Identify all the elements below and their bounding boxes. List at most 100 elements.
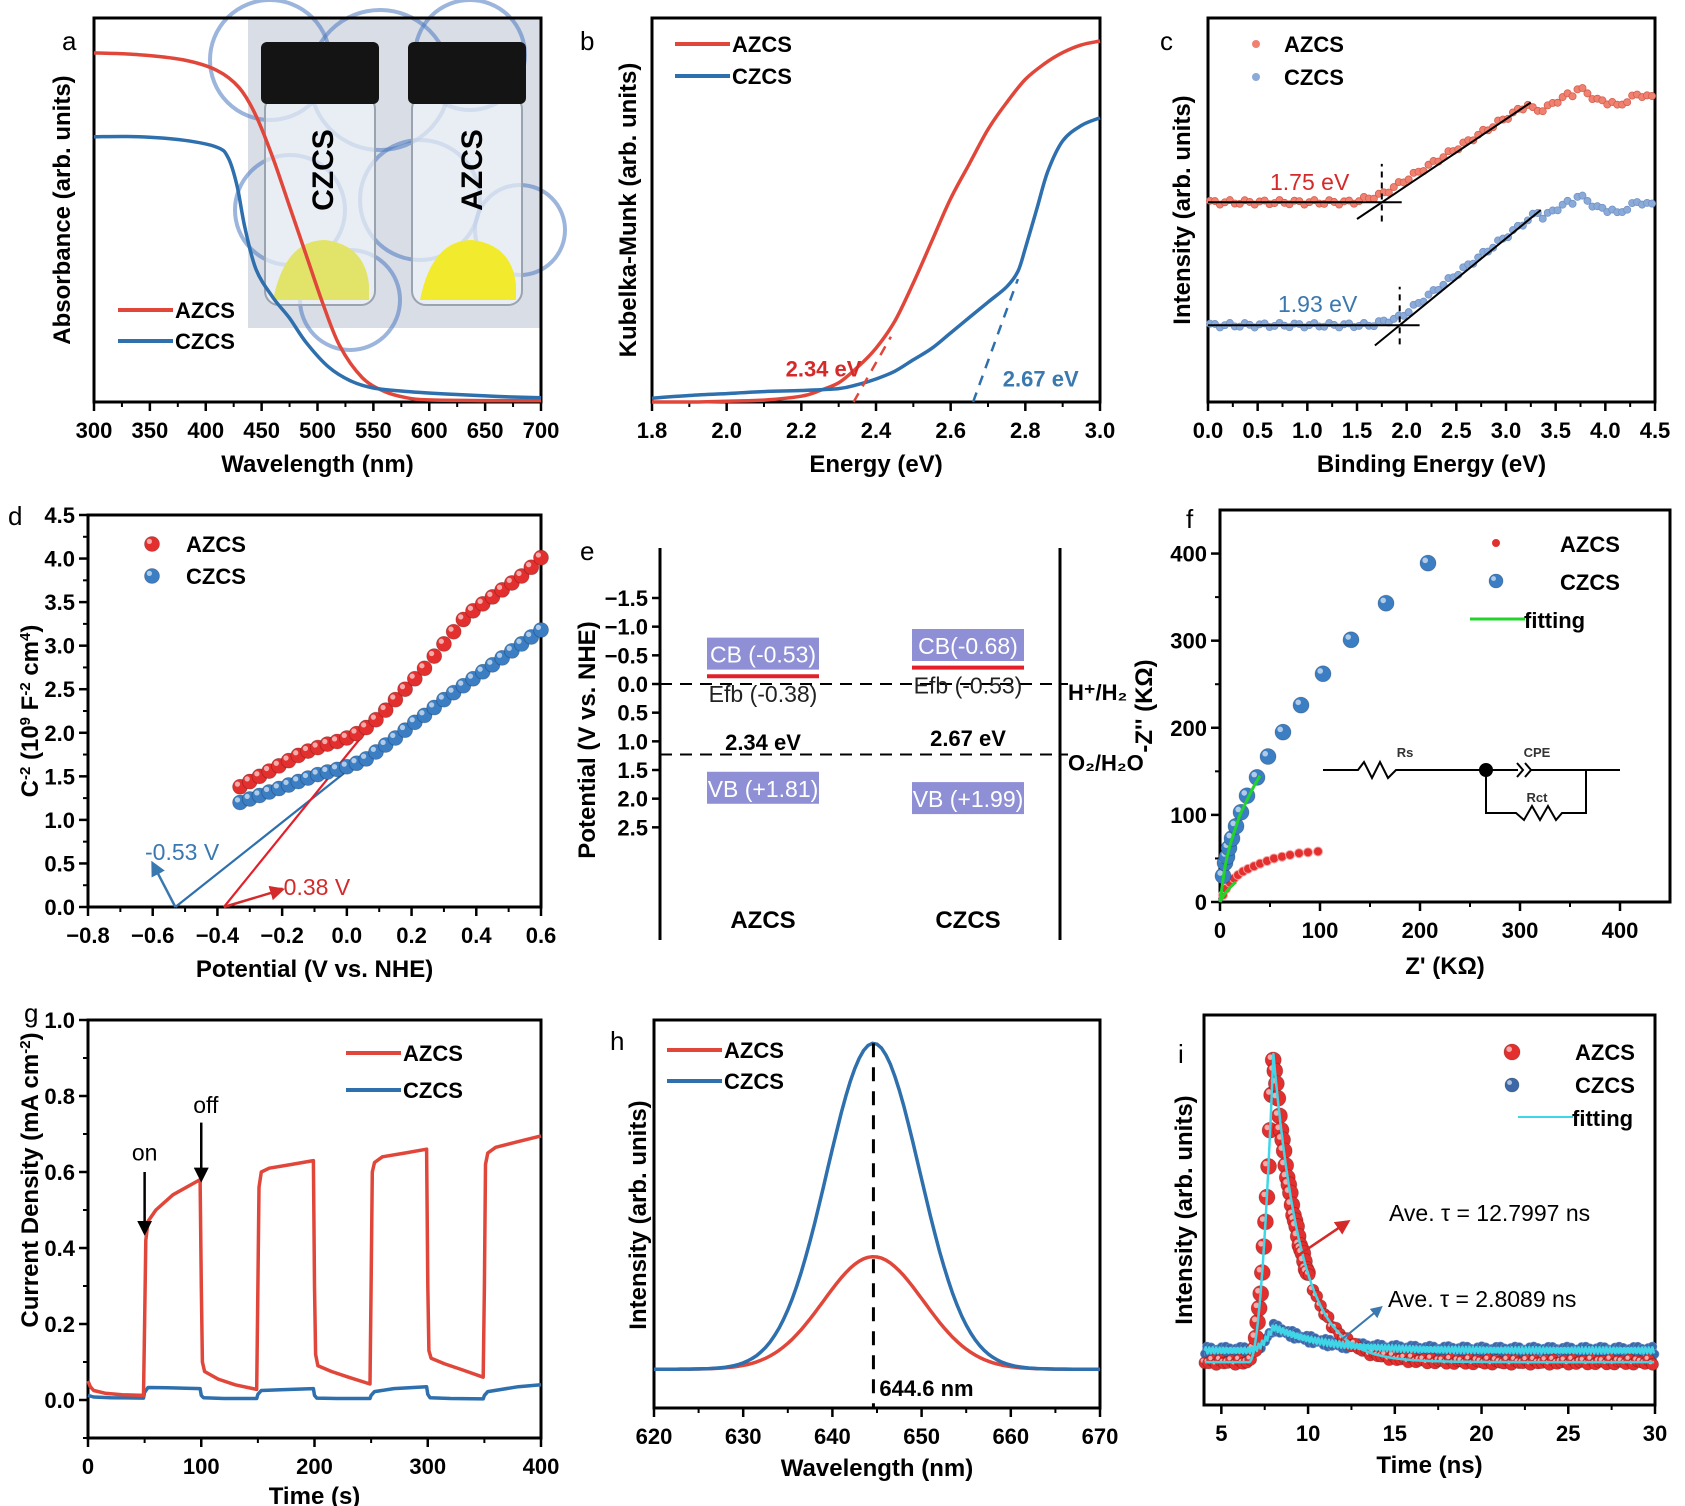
plot-frame xyxy=(1218,508,1672,904)
data-point-azcs-highlight xyxy=(1235,1355,1240,1360)
y-tick-label: −1.0 xyxy=(605,615,648,640)
y-axis-title-part: F xyxy=(17,696,44,717)
y-axis-title: Intensity (arb. units) xyxy=(625,1100,652,1329)
data-point-czcs-highlight xyxy=(361,753,367,759)
x-axis-title: Wavelength (nm) xyxy=(221,451,413,478)
x-tick-label: 2.8 xyxy=(1010,418,1041,443)
data-point-azcs-highlight xyxy=(1250,1332,1257,1338)
data-point-czcs-highlight xyxy=(302,772,309,779)
panel-letter-a: a xyxy=(62,26,77,56)
data-point-azcs xyxy=(426,648,443,665)
data-point-azcs xyxy=(416,660,433,677)
x-tick-label: 650 xyxy=(467,418,504,443)
x-tick-label: −0.2 xyxy=(260,923,303,948)
data-point-czcs-highlight xyxy=(273,783,279,789)
data-point-azcs xyxy=(1285,849,1295,860)
data-point-czcs xyxy=(1404,308,1413,317)
tangent-line xyxy=(174,765,354,908)
panel-d: −0.8 −0.6 −0.4 −0.2 0.0 0.2 0.4 0.6 0.0 0.5 1.0 1.5… xyxy=(17,503,557,983)
panel-letter-f: f xyxy=(1186,504,1194,534)
data-point-azcs-highlight xyxy=(1484,1355,1489,1360)
panel-letter-b: b xyxy=(580,26,594,56)
arrow-azcs xyxy=(1295,1220,1351,1258)
y-tick-label: 100 xyxy=(1170,803,1207,828)
x-tick-label: 30 xyxy=(1643,1421,1667,1446)
y-axis-title-part: ) xyxy=(17,625,44,633)
data-point-czcs-highlight xyxy=(341,761,347,767)
x-tick-label: 0.2 xyxy=(396,923,427,948)
y-axis-title: Absorbance (arb. units) xyxy=(49,75,76,344)
x-axis-title: Binding Energy (eV) xyxy=(1317,451,1546,478)
y-axis-title-part: 9 xyxy=(17,717,34,725)
data-point-azcs-highlight xyxy=(438,638,444,644)
data-point-czcs-highlight xyxy=(1251,771,1257,778)
data-point-azcs-highlight xyxy=(1261,1191,1267,1198)
legend-label: AZCS xyxy=(403,1041,463,1066)
data-point-czcs-highlight xyxy=(370,746,376,752)
data-point-czcs xyxy=(1648,199,1656,208)
x-tick-label: 0.6 xyxy=(526,923,557,948)
data-point-czcs xyxy=(1274,723,1292,741)
data-point-czcs-highlight xyxy=(234,797,241,803)
data-point-czcs-highlight xyxy=(535,624,541,630)
x-axis-title: Z' (KΩ) xyxy=(1405,953,1485,980)
y-axis-title-part: (10 xyxy=(17,725,44,766)
data-point-azcs-highlight xyxy=(1246,1355,1251,1360)
data-point-czcs-highlight xyxy=(1241,790,1247,796)
data-point-azcs xyxy=(1389,183,1398,192)
data-point-czcs-highlight xyxy=(263,786,270,793)
data-point-azcs-highlight xyxy=(312,742,318,748)
flatband-label-czcs: -0.53 V xyxy=(145,839,220,865)
x-tick-label: 2.0 xyxy=(711,418,742,443)
y-tick-label: 0 xyxy=(1195,890,1207,915)
y-tick-label: 1.0 xyxy=(617,729,648,754)
legend-marker xyxy=(144,568,160,584)
data-point-azcs-highlight xyxy=(1251,1316,1258,1323)
data-point-azcs-highlight xyxy=(1266,1089,1272,1095)
data-point-azcs-highlight xyxy=(1419,1355,1424,1360)
x-tick-label: 5 xyxy=(1215,1421,1227,1446)
x-tick-label: 0.5 xyxy=(1242,418,1273,443)
data-point-azcs-highlight xyxy=(1530,1355,1535,1361)
bandgap-label: 2.34 eV xyxy=(725,730,801,755)
x-tick-label: 350 xyxy=(132,418,169,443)
y-tick-label: −1.5 xyxy=(605,586,648,611)
data-point-czcs-highlight xyxy=(380,739,386,745)
data-point-azcs-highlight xyxy=(1388,1351,1394,1356)
y-tick-label: 1.0 xyxy=(44,808,75,833)
data-point-czcs-highlight xyxy=(1380,597,1386,604)
x-tick-label: 400 xyxy=(523,1454,560,1479)
y-axis-title: Intensity (arb. units) xyxy=(1169,95,1196,324)
data-point-czcs-highlight xyxy=(1422,557,1428,564)
y-axis-title: Current Density (mA cm-2) xyxy=(17,1032,45,1327)
data-point-azcs-highlight xyxy=(1541,1356,1546,1361)
x-tick-label: −0.8 xyxy=(66,923,109,948)
y-tick-label: 0.4 xyxy=(44,1236,75,1261)
legend-label: CZCS xyxy=(1284,65,1344,90)
y-tick-label: 4.0 xyxy=(44,547,75,572)
y-tick-label: 0.0 xyxy=(44,1388,75,1413)
data-point-azcs-highlight xyxy=(428,650,435,657)
x-tick-label: 3.5 xyxy=(1540,418,1571,443)
x-tick-label: −0.4 xyxy=(196,923,240,948)
series-line-czcs xyxy=(93,134,542,400)
data-point-azcs-highlight xyxy=(273,760,279,766)
data-point-azcs-highlight xyxy=(244,776,250,782)
legend-label: fitting xyxy=(1524,608,1585,633)
vial-cap xyxy=(261,42,379,104)
data-point-czcs xyxy=(1553,206,1562,215)
data-point-azcs-highlight xyxy=(380,704,386,711)
x-tick-label: 300 xyxy=(409,1454,446,1479)
cb-label: CB (-0.53) xyxy=(710,642,816,668)
material-label: AZCS xyxy=(730,907,795,934)
y-tick-label: 2.0 xyxy=(617,787,648,812)
data-point-azcs-highlight xyxy=(516,570,522,576)
y-tick-label: 3.5 xyxy=(44,590,75,615)
y-tick-label: 2.0 xyxy=(44,721,75,746)
data-point-czcs-highlight xyxy=(1262,750,1268,757)
legend-label: CZCS xyxy=(175,329,235,354)
bandgap-label-czcs: 2.67 eV xyxy=(1003,366,1079,391)
powder-sample xyxy=(273,240,369,300)
series-line-azcs xyxy=(651,39,1101,404)
data-point-azcs-highlight xyxy=(293,750,299,756)
